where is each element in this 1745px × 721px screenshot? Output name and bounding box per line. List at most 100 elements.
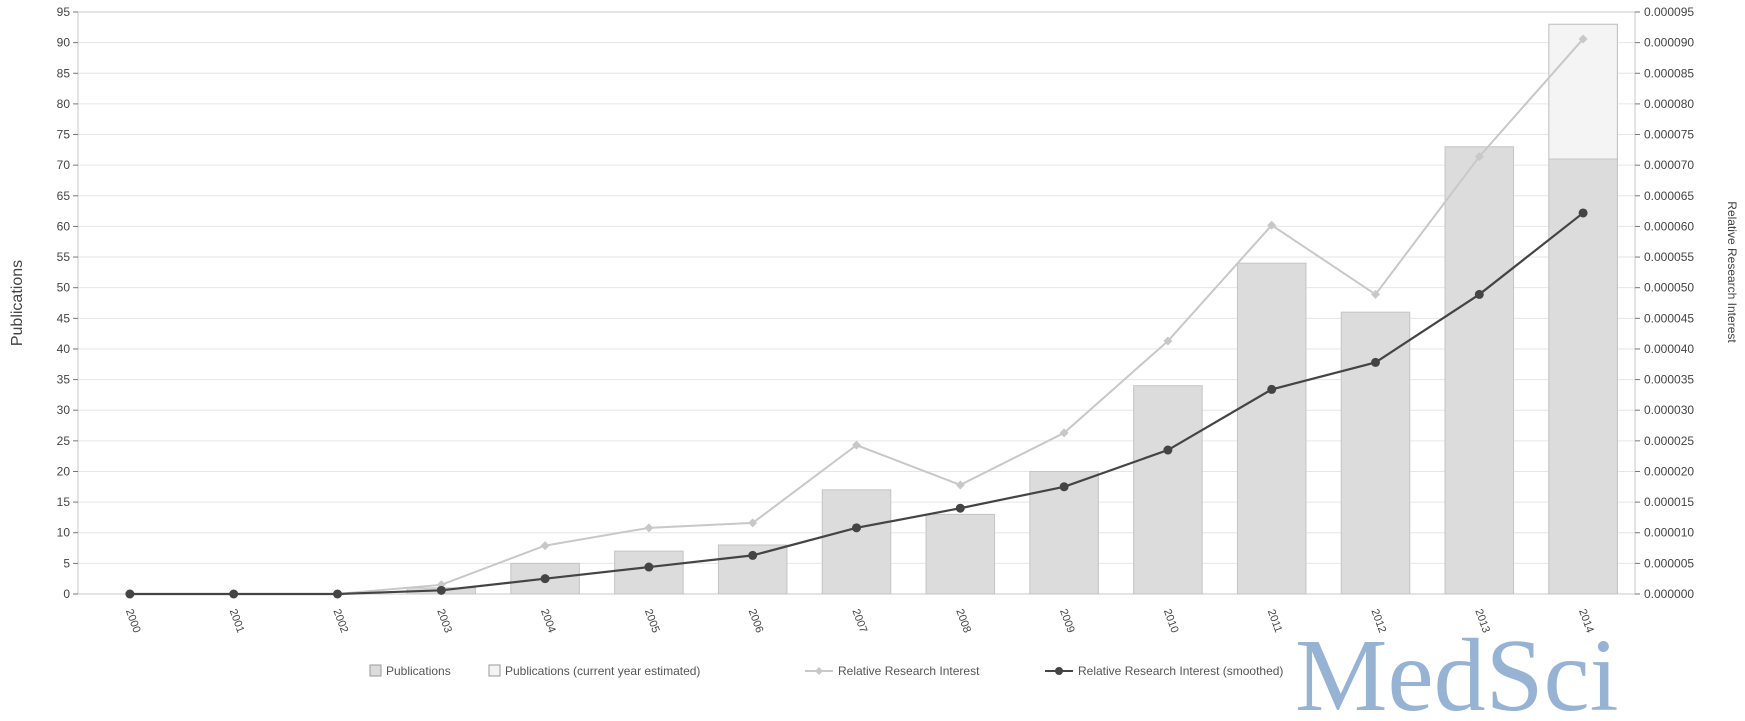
y-tick-label: 20	[57, 464, 71, 478]
point-smoothed	[436, 585, 446, 595]
y-tick-label: 40	[57, 342, 71, 356]
y2-tick-label: 0.000065	[1644, 189, 1694, 203]
y-tick-label: 5	[63, 556, 70, 570]
y2-tick-label: 0.000030	[1644, 403, 1694, 417]
y2-tick-label: 0.000090	[1644, 36, 1694, 50]
y-tick-label: 55	[57, 250, 71, 264]
y-tick-label: 45	[57, 311, 71, 325]
x-tick-label: 2000	[123, 607, 143, 634]
point-smoothed	[1163, 445, 1173, 455]
legend-label-relative-interest: Relative Research Interest	[838, 664, 980, 678]
y2-tick-label: 0.000045	[1644, 311, 1694, 325]
y-tick-label: 75	[57, 128, 71, 142]
bar	[614, 550, 684, 595]
y-tick-label: 0	[63, 587, 70, 601]
y-tick-label: 90	[57, 36, 71, 50]
bar	[821, 489, 892, 595]
lines	[125, 34, 1588, 599]
point-raw	[1474, 152, 1484, 162]
y-tick-label: 10	[57, 526, 71, 540]
point-smoothed	[229, 589, 239, 599]
legend-swatch-publications-estimated	[488, 664, 501, 677]
point-smoothed	[1578, 208, 1588, 218]
point-smoothed	[1371, 357, 1380, 367]
y2-tick-label: 0.000010	[1644, 526, 1694, 540]
y-tick-label: 70	[57, 158, 71, 172]
point-smoothed	[1474, 289, 1484, 299]
legend-swatch-relative-interest	[805, 667, 833, 675]
y2-tick-label: 0.000020	[1644, 464, 1694, 478]
x-tick-label: 2001	[227, 607, 247, 634]
y2-tick-label: 0.000095	[1644, 5, 1694, 19]
y2-tick-label: 0.000050	[1644, 281, 1694, 295]
x-tick-label: 2010	[1161, 607, 1181, 634]
bar	[1133, 385, 1203, 595]
y2-tick-label: 0.000075	[1644, 128, 1694, 142]
point-raw	[1163, 336, 1173, 346]
y-tick-label: 35	[57, 373, 71, 387]
legend-swatch-publications	[369, 664, 382, 677]
y-axis-ticks: 0 5 10 15 20 25 30 35 40 45 50 55 60 65 70 75 80 85 90 95	[57, 5, 78, 601]
y2-tick-label: 0.000005	[1644, 556, 1694, 570]
y2-tick-label: 0.000000	[1644, 587, 1694, 601]
y2-tick-label: 0.000070	[1644, 158, 1694, 172]
bar	[1236, 262, 1307, 595]
y-tick-label: 80	[57, 97, 71, 111]
legend: Publications Publications (current year …	[369, 664, 1283, 678]
point-raw	[748, 518, 758, 528]
y2-tick-label: 0.000080	[1644, 97, 1694, 111]
x-tick-label: 2003	[434, 607, 454, 634]
point-raw	[540, 541, 550, 551]
bars	[406, 23, 1618, 595]
point-smoothed	[644, 562, 654, 572]
point-smoothed	[748, 550, 758, 560]
y2-tick-label: 0.000060	[1644, 219, 1694, 233]
y-tick-label: 15	[57, 495, 71, 509]
legend-label-publications-estimated: Publications (current year estimated)	[505, 664, 700, 678]
x-tick-label: 2006	[746, 607, 766, 634]
legend-label-relative-interest-smoothed: Relative Research Interest (smoothed)	[1078, 664, 1283, 678]
legend-swatch-relative-interest-smoothed	[1045, 667, 1073, 675]
point-smoothed	[125, 589, 135, 599]
point-raw	[1267, 220, 1277, 230]
x-tick-label: 2009	[1057, 607, 1077, 634]
y2-tick-label: 0.000040	[1644, 342, 1694, 356]
y-tick-label: 50	[57, 281, 71, 295]
point-raw	[1059, 428, 1069, 438]
x-tick-label: 2011	[1265, 608, 1284, 634]
point-smoothed	[955, 503, 965, 513]
y-tick-label: 60	[57, 219, 71, 233]
y-tick-label: 85	[57, 66, 71, 80]
x-tick-label: 2005	[642, 607, 662, 634]
x-tick-label: 2007	[849, 607, 869, 634]
y-tick-label: 65	[57, 189, 71, 203]
medsci-watermark: MedSci	[1295, 618, 1619, 721]
point-smoothed	[1267, 384, 1277, 394]
x-tick-label: 2002	[330, 607, 350, 634]
point-smoothed	[540, 574, 550, 584]
y-tick-label: 25	[57, 434, 71, 448]
y-tick-label: 30	[57, 403, 71, 417]
grid-lines	[78, 11, 1635, 595]
legend-swatch-marker	[1055, 667, 1063, 675]
bar	[1444, 146, 1515, 595]
y-axis-title: Publications	[9, 260, 26, 346]
point-raw	[852, 440, 861, 450]
point-raw	[644, 523, 654, 533]
point-raw	[955, 480, 965, 490]
y-tick-label: 95	[57, 5, 71, 19]
legend-label-publications: Publications	[386, 664, 451, 678]
y2-tick-label: 0.000085	[1644, 66, 1694, 80]
point-smoothed	[1059, 482, 1069, 492]
y2-axis-title: Relative Research Interest	[1725, 201, 1739, 343]
bar	[1340, 311, 1411, 595]
y2-tick-label: 0.000035	[1644, 373, 1694, 387]
x-tick-label: 2004	[538, 607, 558, 634]
y2-axis-ticks: 0.000000 0.000005 0.000010 0.000015 0.000020…	[1635, 5, 1694, 601]
y2-tick-label: 0.000015	[1644, 495, 1694, 509]
point-smoothed	[852, 523, 861, 533]
x-tick-label: 2008	[953, 607, 973, 634]
legend-swatch-marker	[815, 667, 823, 675]
bar	[925, 513, 996, 595]
